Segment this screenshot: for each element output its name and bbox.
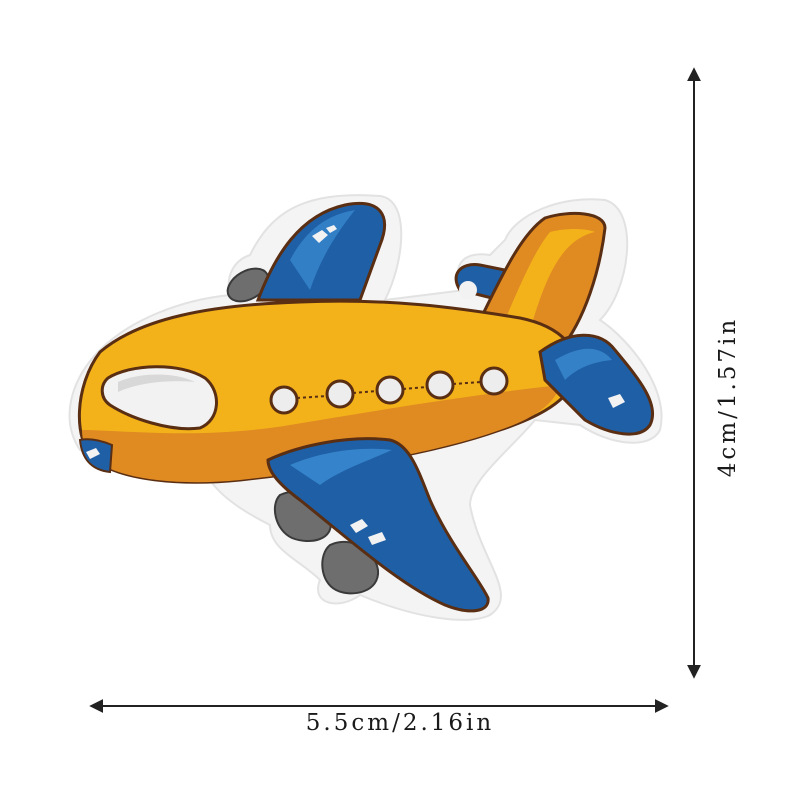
top-engine — [226, 267, 270, 303]
window-3 — [375, 375, 405, 405]
tail-stabilizer — [538, 333, 655, 436]
height-dimension-label: 4cm/1.57in — [715, 316, 741, 478]
width-dimension-label: 5.5cm/2.16in — [305, 710, 495, 736]
bottom-wing — [266, 437, 490, 613]
passenger-windows — [269, 366, 509, 415]
window-4 — [425, 370, 455, 400]
top-wing — [255, 202, 386, 302]
window-1 — [269, 385, 299, 415]
window-2 — [325, 379, 355, 409]
fuselage — [78, 299, 579, 484]
window-5 — [479, 366, 509, 396]
